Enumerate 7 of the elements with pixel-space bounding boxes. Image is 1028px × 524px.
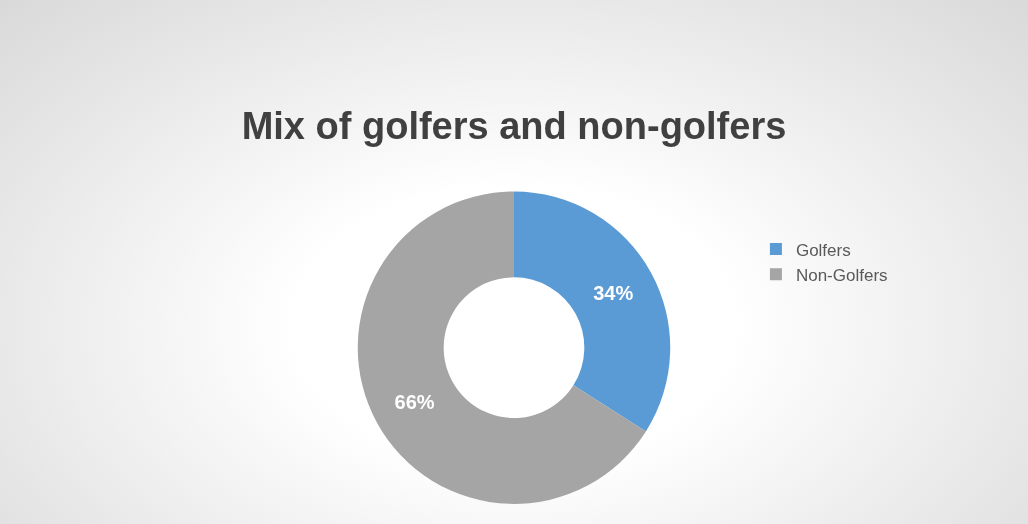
donut-slice xyxy=(357,191,646,504)
legend-label: Non-Golfers xyxy=(795,265,888,285)
legend-label: Golfers xyxy=(795,240,851,260)
chart-title: Mix of golfers and non-golfers xyxy=(241,105,787,148)
donut-slice xyxy=(514,191,670,432)
data-label: 66% xyxy=(394,391,435,414)
data-label: 34% xyxy=(593,282,634,305)
